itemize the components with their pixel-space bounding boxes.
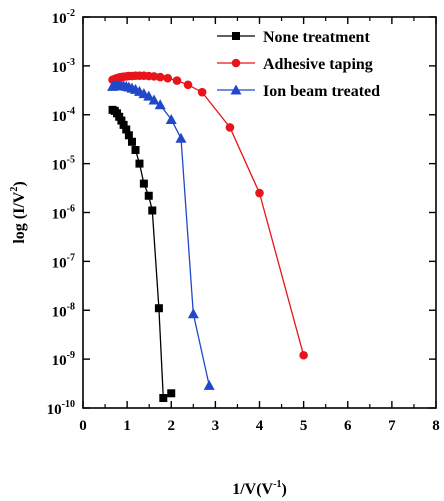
legend-item-1: None treatment <box>217 29 370 46</box>
x-tick-label: 2 <box>168 418 176 434</box>
data-point <box>163 73 173 83</box>
series-line <box>112 75 305 356</box>
data-point <box>122 125 131 134</box>
x-axis-title-tail: ) <box>281 481 286 498</box>
x-tick-label: 7 <box>388 418 396 434</box>
data-point <box>183 80 193 90</box>
data-point <box>230 84 242 95</box>
y-tick-label: 10-3 <box>52 57 75 76</box>
data-point <box>143 90 155 101</box>
x-axis-title: 1/V(V-1) <box>232 479 287 498</box>
y-tick-label: 10-9 <box>52 350 75 369</box>
x-tick-label: 4 <box>256 418 264 434</box>
y-tick-label: 10-7 <box>52 252 75 271</box>
y-tick-label: 10-2 <box>52 8 75 27</box>
data-point <box>127 137 136 146</box>
legend-item-3: Ion beam treated <box>217 83 380 100</box>
data-point <box>255 188 264 198</box>
data-point <box>139 179 148 188</box>
data-point <box>135 159 144 168</box>
x-tick-label: 6 <box>344 418 352 434</box>
x-tick-label: 5 <box>300 418 308 434</box>
series-1 <box>108 105 176 403</box>
data-point <box>124 131 133 140</box>
data-point <box>148 94 160 105</box>
data-point <box>175 132 187 143</box>
y-tick-label: 10-5 <box>52 155 75 174</box>
x-axis-title-sup: -1 <box>273 479 281 490</box>
y-axis-title-tail: ) <box>11 181 28 186</box>
y-axis-title-text: log (I/V <box>11 191 28 243</box>
data-point <box>117 116 126 125</box>
data-point <box>165 113 177 124</box>
data-point <box>172 76 182 85</box>
data-point <box>167 389 176 398</box>
series-line <box>112 109 172 400</box>
y-tick-label: 10-6 <box>52 204 75 223</box>
data-point <box>197 87 207 97</box>
y-tick-label: 10-10 <box>47 399 75 418</box>
data-point <box>154 304 163 313</box>
data-point <box>187 308 199 319</box>
legend-item-2: Adhesive taping <box>217 56 373 73</box>
data-point <box>232 32 240 40</box>
legend-label: Adhesive taping <box>263 56 373 73</box>
series-3 <box>107 79 215 390</box>
data-point <box>154 99 166 110</box>
y-axis-title-sup: 2 <box>9 187 20 192</box>
legend: None treatment Adhesive taping Ion beam tr… <box>217 29 380 100</box>
series-layer <box>107 71 308 403</box>
data-point <box>299 350 308 360</box>
y-tick-label: 10-8 <box>52 301 75 320</box>
legend-label: Ion beam treated <box>263 83 380 100</box>
x-axis: 0 1 2 3 4 5 6 7 8 <box>79 17 440 434</box>
data-point <box>119 120 128 129</box>
data-point <box>144 191 153 200</box>
x-tick-label: 3 <box>212 418 220 434</box>
x-tick-label: 8 <box>432 418 440 434</box>
series-2 <box>108 71 308 360</box>
data-point <box>148 206 157 215</box>
x-tick-label: 0 <box>79 418 87 434</box>
data-point <box>225 123 235 132</box>
data-point <box>203 379 215 390</box>
legend-label: None treatment <box>263 29 370 46</box>
y-tick-label: 10-4 <box>52 106 75 125</box>
x-tick-label: 1 <box>123 418 131 434</box>
data-point <box>159 394 168 403</box>
y-axis: 10-10 10-9 10-8 10-7 10-6 10-5 10-4 10-3 10-2 <box>47 8 436 418</box>
data-point <box>155 72 165 82</box>
data-point <box>231 58 241 68</box>
x-axis-title-text: 1/V(V <box>232 481 273 498</box>
data-point <box>131 146 140 155</box>
y-axis-title: log (I/V2) <box>9 181 28 243</box>
